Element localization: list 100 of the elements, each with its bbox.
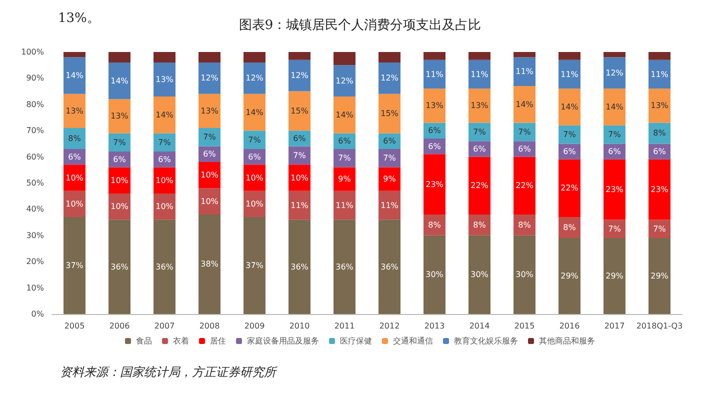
data-label: 7%: [608, 130, 622, 140]
data-label: 36%: [110, 262, 129, 272]
x-tick-label: 2009: [244, 322, 265, 330]
data-label: 37%: [246, 261, 264, 270]
data-label: 12%: [380, 74, 399, 83]
bar: [514, 235, 536, 314]
data-label: 14%: [606, 102, 624, 112]
bar: [424, 88, 446, 123]
bar: [558, 52, 580, 60]
data-label: 14%: [516, 100, 534, 109]
data-label: 7%: [473, 127, 486, 136]
data-label: 13%: [66, 106, 84, 116]
bar: [468, 156, 490, 214]
bar: [424, 154, 446, 214]
y-tick-label: 80%: [26, 100, 44, 109]
data-label: 10%: [246, 173, 264, 182]
data-label: 13%: [470, 101, 489, 110]
text: 资料来源：国家统计局，方正证券研究所: [60, 365, 278, 379]
data-label: 22%: [470, 181, 489, 190]
data-label: 38%: [200, 260, 219, 269]
bar: [154, 62, 176, 97]
bar: [198, 94, 220, 128]
bar: [604, 88, 626, 126]
bar: [514, 52, 536, 58]
bar: [244, 52, 266, 62]
bar: [288, 164, 310, 191]
data-label: 13%: [426, 101, 444, 110]
bar: [244, 62, 266, 94]
data-label: 8%: [473, 220, 486, 230]
x-tick-label: 2015: [514, 322, 535, 330]
bar: [648, 52, 670, 60]
bar: [154, 133, 176, 152]
bar: [604, 52, 626, 58]
data-label: 14%: [66, 71, 84, 80]
legend-label: 医疗保健: [340, 336, 372, 346]
data-label: 12%: [200, 74, 219, 83]
legend-label: 交通和通信: [393, 336, 433, 346]
x-tick-label: 2008: [199, 322, 220, 330]
bar: [378, 148, 400, 168]
bar: [468, 122, 490, 142]
data-label: 14%: [156, 110, 174, 120]
data-label: 6%: [428, 142, 442, 151]
bar: [648, 60, 670, 89]
y-tick-label: 70%: [26, 126, 44, 136]
bar: [468, 235, 490, 314]
data-label: 30%: [516, 270, 534, 280]
data-label: 7%: [338, 154, 352, 163]
bar: [648, 122, 670, 144]
data-label: 10%: [246, 199, 264, 208]
data-label: 23%: [426, 180, 444, 189]
bar: [64, 217, 86, 314]
x-tick-label: 2017: [604, 322, 625, 330]
data-label: 29%: [560, 272, 579, 281]
bar: [108, 220, 130, 314]
data-label: 6%: [518, 144, 532, 154]
bar: [334, 190, 356, 220]
data-label: 11%: [426, 70, 444, 79]
legend-label: 居住: [210, 336, 226, 346]
data-label: 14%: [246, 108, 264, 117]
data-label: 37%: [66, 261, 84, 270]
bar: [288, 60, 310, 92]
bar: [154, 52, 176, 62]
data-label: 7%: [653, 224, 666, 234]
y-tick-label: 40%: [26, 204, 44, 214]
data-label: 10%: [66, 199, 84, 208]
bar: [378, 52, 400, 62]
bar: [558, 217, 580, 238]
data-label: 8%: [563, 223, 576, 232]
data-label: 11%: [560, 70, 579, 79]
data-label: 10%: [290, 173, 309, 182]
bar: [64, 52, 86, 58]
data-label: 7%: [203, 132, 216, 142]
bar: [468, 60, 490, 89]
data-label: 12%: [246, 74, 264, 83]
bar: [468, 52, 490, 60]
bar: [378, 94, 400, 134]
data-label: 6%: [383, 136, 396, 146]
x-tick-label: 2011: [334, 322, 355, 330]
data-label: 6%: [473, 144, 486, 154]
data-label: 13%: [650, 101, 669, 110]
bar: [288, 52, 310, 60]
bar: [64, 128, 86, 149]
data-label: 13%: [156, 75, 174, 84]
data-label: 36%: [336, 262, 354, 272]
data-label: 6%: [248, 152, 262, 162]
bar: [424, 235, 446, 314]
text: 13%。: [58, 11, 100, 26]
data-label: 11%: [470, 70, 489, 79]
bar: [514, 57, 536, 86]
bar: [378, 167, 400, 191]
data-label: 10%: [110, 176, 129, 185]
x-tick-label: 2010: [289, 322, 310, 330]
bar: [424, 52, 446, 60]
bar: [108, 62, 130, 100]
data-label: 7%: [158, 138, 172, 147]
bar: [648, 220, 670, 238]
data-label: 13%: [110, 112, 129, 121]
x-tick-label: 2016: [559, 322, 580, 330]
bar: [468, 88, 490, 123]
bar: [378, 62, 400, 94]
